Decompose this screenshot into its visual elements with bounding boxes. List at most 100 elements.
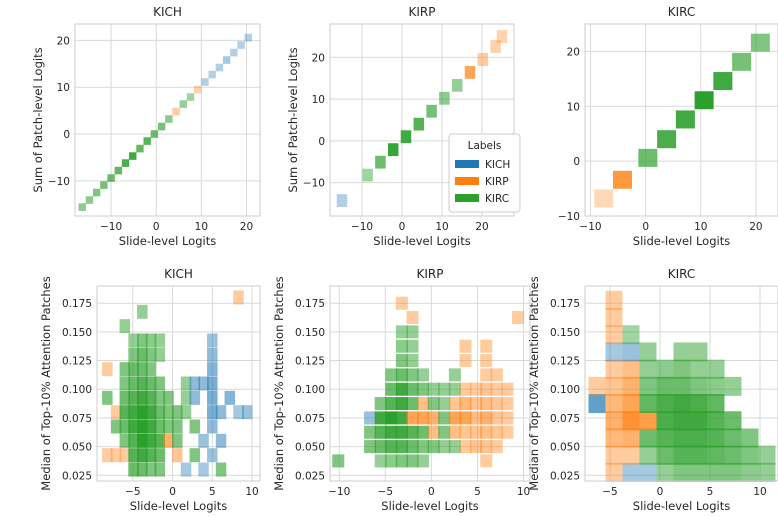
heatmap-bin-kirc	[332, 454, 345, 468]
heatmap-bin-kirc	[690, 428, 708, 448]
heatmap-bin-kirp	[459, 397, 472, 411]
heatmap-bin-kirc	[707, 428, 725, 448]
panel-title: KIRC	[668, 5, 696, 19]
panel-title: KIRP	[417, 267, 444, 281]
heatmap-bin-kirc	[385, 425, 398, 439]
heatmap-bin-kirc	[690, 394, 708, 414]
heatmap-bin-kirc	[406, 440, 419, 454]
heatmap-bin-kirc	[137, 333, 148, 348]
y-tick-label: 0.025	[62, 470, 92, 482]
heatmap-bin-kirc	[180, 405, 192, 420]
heatmap-bin-kirp	[480, 440, 493, 454]
heatmap-bin-kirc	[180, 376, 192, 391]
heatmap-bin-kirp	[490, 368, 503, 382]
heatmap-bin-kich	[233, 405, 244, 420]
x-tick-label: −10	[579, 221, 601, 233]
heatmap-bin-kirc	[741, 462, 759, 482]
heatmap-bin-kirc	[417, 368, 430, 382]
heatmap-bin-kirp	[470, 382, 483, 396]
y-tick-label: 0.100	[62, 384, 92, 396]
heatmap-bin-kirc	[395, 425, 408, 439]
heatmap-bin-kirp	[459, 440, 472, 454]
y-tick-label: 10	[312, 94, 325, 106]
legend-label-kirc: KIRC	[485, 193, 509, 205]
heatmap-bin-kirc	[128, 419, 139, 434]
heatmap-bin-kirc	[137, 347, 148, 362]
heatmap-bin-kirc	[137, 419, 148, 434]
x-tick-label: 0	[642, 221, 649, 233]
y-tick-label: 10	[567, 101, 580, 113]
heatmap-bin-kirc	[145, 333, 157, 348]
y-axis-label: Median of Top-10% Attention Patches	[527, 276, 541, 490]
heatmap-bin-kirc	[137, 362, 148, 377]
heatmap-bin-kirc	[673, 411, 691, 431]
panel-title: KICH	[153, 5, 182, 19]
heatmap-bin-kirp	[605, 376, 623, 396]
heatmap-bin-kirc	[656, 359, 674, 379]
y-tick-label: 0.100	[295, 384, 325, 396]
heatmap-bin-kirc	[128, 390, 139, 405]
heatmap-bin-kirp	[464, 66, 476, 79]
heatmap-bin-kirc	[675, 110, 695, 129]
heatmap-bin-kirc	[395, 382, 408, 396]
heatmap-bin-kirc	[724, 411, 742, 431]
heatmap-bin-kirc	[451, 78, 463, 92]
heatmap-bin-kirc	[417, 454, 430, 468]
panel-kirp-bottom: −10 −5 0 5 10 0.025 0.050 0.075 0.100 0.125 0.150 0…	[272, 267, 531, 513]
heatmap-bin-kich	[244, 33, 252, 42]
heatmap-bin-kirc	[172, 405, 183, 420]
heatmap-bin-kirc	[656, 445, 674, 465]
legend-box	[448, 133, 521, 213]
plot-frame	[96, 285, 261, 482]
heatmap-bin-kirc	[622, 325, 640, 345]
heatmap-bin-kirp	[194, 85, 202, 94]
heatmap-bin-kirp	[163, 433, 174, 448]
heatmap-bin-kirc	[362, 168, 373, 182]
heatmap-bin-kirp	[470, 440, 483, 454]
heatmap-bin-kirp	[480, 382, 493, 396]
heatmap-bin-kirc	[639, 428, 657, 448]
heatmap-bin-kirc	[639, 394, 657, 414]
heatmap-bin-kirc	[154, 448, 166, 463]
heatmap-bin-kirc	[673, 376, 691, 396]
y-tick-label: 0.050	[550, 442, 580, 454]
heatmap-bin-kirc	[78, 203, 86, 211]
heatmap-bin-kirc	[707, 394, 725, 414]
heatmap-bin-kirc	[143, 137, 151, 145]
heatmap-bin-kich	[622, 462, 640, 482]
heatmap-bin-kirc	[385, 411, 398, 425]
plot-frame	[584, 285, 778, 482]
heatmap-bin-kich	[215, 63, 224, 72]
heatmap-bin-kirc	[179, 100, 187, 108]
heatmap-bin-kirp	[612, 170, 632, 189]
heatmap-bin-kich	[198, 376, 209, 391]
x-tick-label: −10	[351, 221, 373, 233]
heatmap-bin-kirp	[501, 425, 514, 439]
x-tick-label: 5	[474, 486, 481, 498]
heatmap-bin-kirc	[406, 382, 419, 396]
y-tick-label: −10	[558, 211, 580, 223]
heatmap-bin-kirp	[501, 397, 514, 411]
heatmap-bin-kirc	[448, 368, 461, 382]
heatmap-bin-kirc	[406, 397, 419, 411]
heatmap-bin-kirp	[512, 311, 525, 325]
x-tick-label: 0	[399, 221, 406, 233]
y-tick-label: 0.150	[295, 327, 325, 339]
heatmap-bin-kirp	[490, 411, 503, 425]
heatmap-bin-kirc	[145, 433, 157, 448]
heatmap-bin-kirc	[385, 397, 398, 411]
heatmap-bin-kirp	[622, 359, 640, 379]
heatmap-bin-kirp	[605, 462, 623, 482]
legend-swatch-kirp	[455, 177, 479, 185]
heatmap-bin-kirc	[694, 91, 714, 110]
y-tick-label: 0.175	[550, 298, 580, 310]
heatmap-bin-kirc	[189, 419, 201, 434]
heatmap-bin-kirc	[154, 433, 166, 448]
heatmap-bin-kirc	[385, 368, 398, 382]
heatmap-bin-kirc	[448, 382, 461, 396]
x-tick-label: 10	[435, 221, 448, 233]
heatmap-bin-kirc	[690, 411, 708, 431]
heatmap-bin-kirp	[622, 376, 640, 396]
y-tick-label: 0.125	[550, 356, 580, 368]
heatmap-bin-kirc	[406, 368, 419, 382]
